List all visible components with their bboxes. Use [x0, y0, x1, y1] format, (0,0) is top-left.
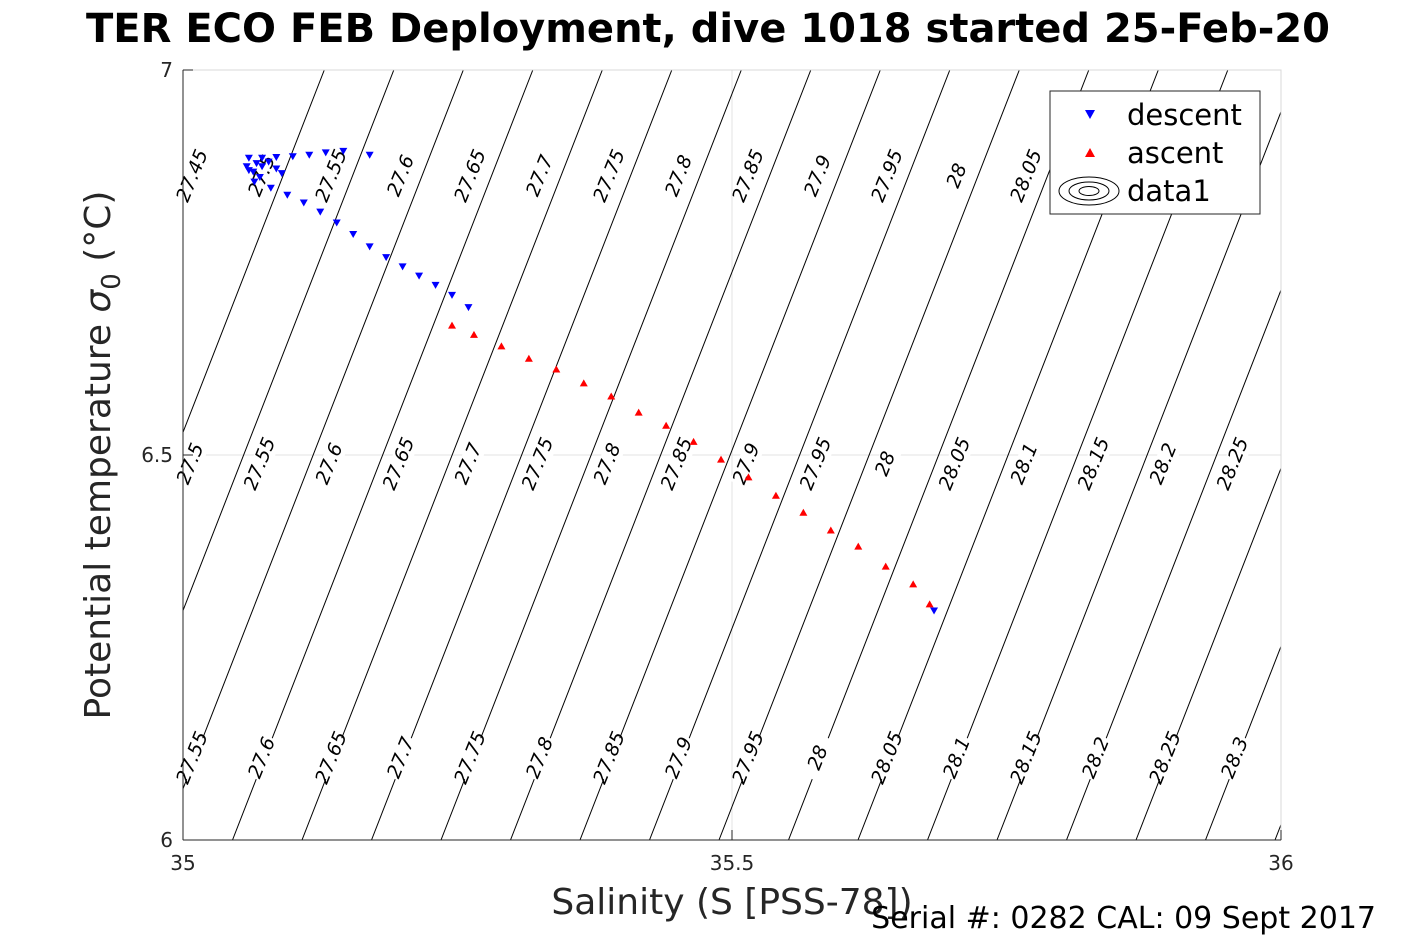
descent-point: [431, 281, 440, 289]
legend: descent ascent data1: [1049, 90, 1261, 215]
ascent-point: [881, 562, 890, 570]
descent-point: [255, 174, 264, 182]
isopycnal-line: [371, 70, 673, 840]
descent-point: [272, 165, 281, 173]
descent-point: [332, 219, 341, 227]
ascent-point: [826, 526, 835, 534]
descent-point: [349, 231, 358, 239]
serial-calibration-text: Serial #: 0282 CAL: 09 Sept 2017: [871, 901, 1376, 936]
isopycnal-line: [301, 70, 603, 840]
descent-point: [365, 151, 374, 159]
ascent-point: [717, 455, 726, 463]
ascent-point: [607, 392, 616, 400]
isopycnal-line: [232, 70, 534, 840]
descent-point: [242, 163, 251, 171]
descent-point: [258, 154, 267, 162]
x-tick-label: 36: [1268, 851, 1293, 875]
descent-point: [299, 199, 308, 207]
descent-series: [242, 147, 939, 615]
legend-ascent-label: ascent: [1127, 136, 1223, 170]
isopycnal-line: [183, 70, 395, 612]
isopycnal-line: [649, 70, 951, 840]
ascent-point: [744, 473, 753, 481]
ascent-point: [854, 542, 863, 550]
x-axis-ticks: 35 35.5 36: [170, 830, 1294, 875]
isopycnal-line: [183, 70, 464, 791]
ascent-point: [579, 379, 588, 387]
y-axis-label: Potential temperature σ0 (°C): [78, 191, 127, 720]
ascent-point: [799, 508, 808, 516]
ascent-point: [662, 421, 671, 429]
legend-ascent-marker: [1085, 148, 1095, 157]
y-axis-ticks: 66.57: [141, 58, 193, 852]
descent-point: [244, 154, 253, 162]
descent-point: [249, 168, 258, 176]
isopycnal-line: [1205, 645, 1281, 840]
descent-point: [464, 304, 473, 312]
descent-point: [252, 160, 261, 168]
descent-point: [277, 170, 286, 178]
legend-descent-label: descent: [1127, 98, 1242, 132]
y-tick-label: 7: [160, 58, 173, 82]
legend-contour-icon: [1058, 176, 1120, 206]
descent-point: [448, 291, 457, 299]
ascent-point: [469, 330, 478, 338]
ascent-point: [448, 321, 457, 329]
descent-point: [264, 158, 273, 166]
isopycnal-line: [788, 70, 1090, 840]
y-tick-label: 6.5: [141, 443, 173, 467]
descent-point: [365, 243, 374, 251]
x-tick-label: 35.5: [710, 851, 755, 875]
isopycnal-line: [510, 70, 812, 840]
descent-point: [250, 178, 259, 186]
ascent-point: [634, 408, 643, 416]
ascent-point: [689, 437, 698, 445]
descent-point: [321, 149, 330, 157]
legend-data1-label: data1: [1127, 174, 1211, 208]
descent-point: [382, 254, 391, 262]
descent-point: [930, 607, 939, 615]
isopycnal-line: [579, 70, 881, 840]
isopycnal-line: [718, 70, 1020, 840]
descent-point: [272, 154, 281, 162]
density-contours: [183, 70, 1281, 840]
legend-descent-marker: [1085, 110, 1095, 119]
descent-point: [316, 208, 325, 216]
descent-point: [339, 147, 348, 155]
isopycnal-line: [183, 70, 325, 434]
legend-box: [1049, 90, 1261, 215]
ascent-point: [771, 491, 780, 499]
descent-point: [305, 151, 314, 159]
descent-point: [258, 163, 267, 171]
descent-point: [283, 191, 292, 199]
ascent-point: [552, 365, 561, 373]
ascent-series: [448, 321, 934, 608]
chart-title: TER ECO FEB Deployment, dive 1018 starte…: [86, 6, 1330, 52]
x-axis-label: Salinity (S [PSS-78]): [551, 882, 912, 923]
isopycnal-line: [1066, 288, 1281, 840]
descent-point: [398, 263, 407, 271]
descent-point: [288, 153, 297, 161]
descent-point: [266, 184, 275, 192]
descent-point: [415, 272, 424, 280]
ascent-point: [925, 600, 934, 608]
isopycnal-line: [1135, 466, 1281, 840]
ascent-point: [497, 342, 506, 350]
y-tick-label: 6: [160, 828, 173, 852]
isopycnal-line: [440, 70, 742, 840]
ascent-point: [909, 580, 918, 588]
ascent-point: [524, 354, 533, 362]
x-tick-label: 35: [170, 851, 195, 875]
